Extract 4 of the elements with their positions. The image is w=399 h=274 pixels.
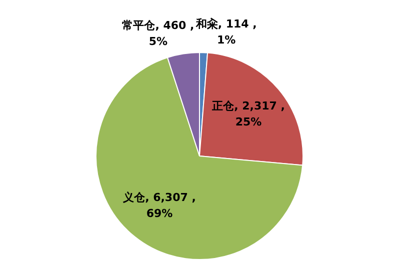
slice-label: 常平仓, 460 , 5% — [122, 18, 194, 48]
slice-label: 义仓, 6,307 , 69% — [122, 191, 196, 220]
slice-label: 正仓, 2,317 , 25% — [211, 99, 285, 128]
slice-label: 和籴, 114 , 1% — [194, 17, 257, 46]
